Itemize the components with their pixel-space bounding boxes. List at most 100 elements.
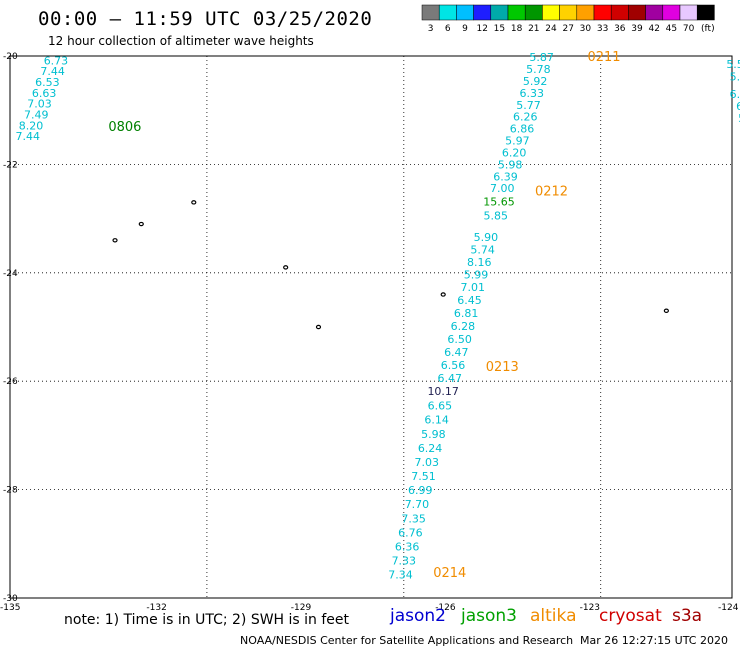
colorbar-label: 18 [511,24,523,34]
pass-time-label: 0214 [433,566,466,581]
swh-value-label: 6.50 [447,333,472,346]
swh-value-label: 6.39 [493,170,518,183]
swh-value-label: 7.00 [490,182,515,195]
colorbar-label: (ft) [701,24,715,34]
swh-value-label: 5.52 [726,58,740,71]
pass-time-label: 0212 [535,184,568,199]
colorbar-label: 36 [614,24,626,34]
swh-value-label: 6.99 [408,484,433,497]
pass-time-label: 0213 [486,360,519,375]
swh-value-label: 5.92 [523,75,548,88]
swh-value-label: 7.49 [24,109,49,122]
map-frame [9,55,733,599]
swh-value-label: 7.34 [388,569,413,582]
swh-value-label: 10.17 [427,385,459,398]
footer-timestamp: Mar 26 12:27:15 UTC 2020 [580,634,728,647]
colorbar-swatch [559,4,578,21]
swh-value-label: 7.35 [401,512,426,525]
swh-value-label: 7.44 [15,130,40,143]
swh-value-label: 6.26 [513,111,538,124]
lon-tick-label: -135 [0,603,20,613]
colorbar-label: 42 [648,24,659,34]
colorbar-label: 39 [631,24,643,34]
legend-jason2: jason2 [390,606,446,626]
swh-value-label: 6.30 [736,100,740,113]
colorbar-swatch [438,4,457,21]
colorbar-label: 3 [428,24,434,34]
pass-time-label: 0211 [587,50,620,65]
legend-cryosat: cryosat [599,606,662,626]
swh-value-label: 5.98 [421,428,446,441]
colorbar-swatch [610,4,629,21]
swh-value-label: 7.51 [411,470,436,483]
swh-value-label: 5.99 [464,268,489,281]
legend-altika: altika [530,606,577,626]
swh-value-label: 7.33 [392,555,417,568]
swh-value-label: 7.03 [27,98,52,111]
swh-value-label: 8.20 [19,119,44,132]
swh-value-label: 5.87 [529,51,554,64]
swh-value-label: 5.74 [470,243,495,256]
swh-value-label: 6.24 [418,442,443,455]
lat-tick-label: -22 [3,160,18,170]
pass-time-label: 0806 [108,120,141,135]
footer-credit: NOAA/NESDIS Center for Satellite Applica… [240,634,574,647]
colorbar-swatch [456,4,474,21]
swh-value-label: 5.85 [483,209,508,222]
colorbar-label: 45 [666,24,677,34]
colorbar-label: 15 [494,24,505,34]
swh-value-label: 6.47 [438,372,463,385]
swh-value-label: 7.03 [415,456,440,469]
note-text: note: 1) Time is in UTC; 2) SWH is in fe… [64,612,350,628]
island-a [191,200,197,205]
colorbar-swatch [507,4,526,21]
lon-tick-label: -126 [435,603,456,613]
swh-value-label: 5.62 [738,112,740,125]
swh-value-label: 5.97 [505,135,530,148]
lon-tick-label: -129 [291,603,312,613]
lon-tick-label: -123 [580,603,600,613]
colorbar-swatch [662,4,681,21]
swh-value-label: 6.73 [44,54,69,67]
lat-tick-label: -24 [3,269,18,279]
swh-value-label: 6.53 [35,76,60,89]
swh-value-label: 6.33 [520,87,545,100]
colorbar-swatch [542,4,560,21]
island-g [663,308,669,313]
swh-value-label: 5.78 [526,63,551,76]
colorbar-swatch [593,4,612,21]
colorbar-swatch [645,4,664,21]
colorbar-swatch [679,4,698,21]
swh-value-label: 5.98 [498,158,523,171]
colorbar-label: 21 [528,24,539,34]
page-subtitle: 12 hour collection of altimeter wave hei… [48,34,314,48]
swh-value-label: 7.70 [405,498,430,511]
swh-value-label: 6.28 [451,320,476,333]
swh-value-label: 6.14 [424,414,449,427]
island-e [440,292,446,297]
colorbar-swatch [576,4,595,21]
swh-value-label: 6.36 [395,541,420,554]
lat-tick-label: -26 [3,377,18,387]
swh-value-label: 5.77 [516,99,541,112]
swh-value-label: 6.45 [457,294,482,307]
island-c [112,238,118,243]
island-b [138,221,144,227]
colorbar-label: 27 [562,24,573,34]
swh-value-label: 6.76 [398,526,423,539]
colorbar-swatch [421,4,440,21]
lat-tick-label: -28 [3,486,18,496]
island-d [283,265,289,270]
colorbar-swatch [628,4,646,21]
page-title: 00:00 – 11:59 UTC 03/25/2020 [38,8,373,30]
colorbar-label: 6 [445,24,451,34]
colorbar-label: 24 [545,24,557,34]
colorbar-swatch [473,4,492,21]
island-f [315,324,322,330]
swh-value-label: 5.90 [474,231,499,244]
swh-value-label: 6.56 [441,359,466,372]
legend-jason3: jason3 [461,606,517,626]
legend-s3a: s3a [672,606,703,626]
